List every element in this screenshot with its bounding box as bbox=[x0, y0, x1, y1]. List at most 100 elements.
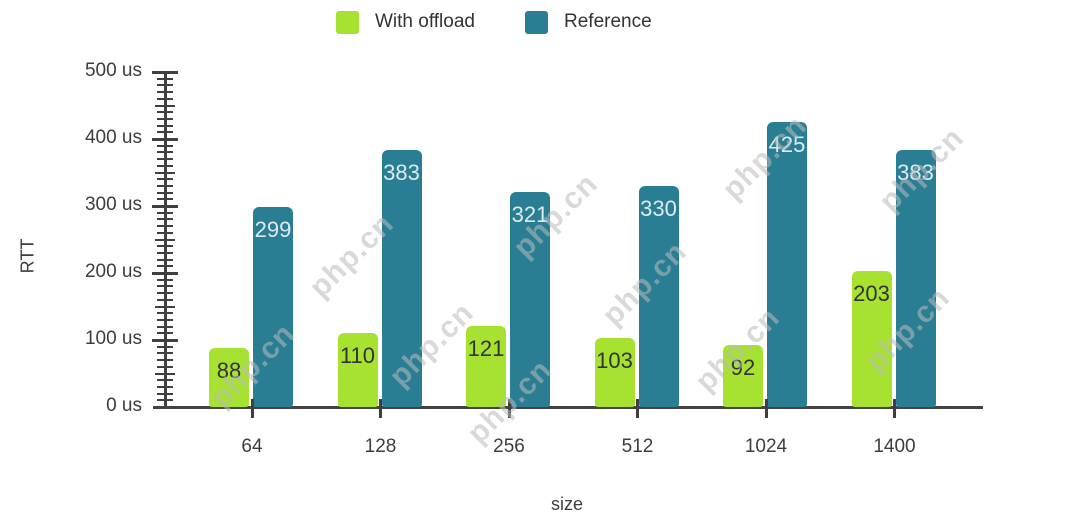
x-axis-title: size bbox=[550, 494, 584, 514]
bar-value-reference-128: 383 bbox=[383, 160, 420, 185]
bar-with-offload-512 bbox=[594, 338, 635, 407]
y-mid-tick bbox=[155, 171, 175, 174]
y-minor-tick bbox=[157, 278, 173, 281]
bar-reference-1024 bbox=[767, 122, 807, 407]
x-tick-label-1024: 1024 bbox=[744, 436, 788, 457]
y-major-tick bbox=[152, 271, 178, 275]
y-minor-tick bbox=[157, 158, 173, 161]
bar-value-with-offload-512: 103 bbox=[596, 348, 633, 373]
y-major-tick bbox=[152, 204, 178, 208]
bar-reference-1400 bbox=[895, 150, 936, 407]
legend-swatch-reference-icon bbox=[525, 10, 548, 34]
bar-value-with-offload-1024: 92 bbox=[730, 355, 756, 380]
bar-with-offload-1024 bbox=[723, 345, 763, 407]
y-tick-label-100: 100 us bbox=[84, 328, 142, 349]
y-minor-tick bbox=[157, 312, 173, 315]
y-minor-tick bbox=[157, 178, 173, 181]
y-minor-tick bbox=[157, 365, 173, 368]
y-mid-tick bbox=[155, 372, 175, 375]
bar-value-reference-256: 321 bbox=[511, 202, 549, 227]
x-tick-256 bbox=[507, 399, 511, 418]
x-tick-128 bbox=[379, 399, 382, 418]
bar-value-with-offload-128: 110 bbox=[339, 343, 376, 368]
y-minor-tick bbox=[157, 144, 173, 147]
bar-value-reference-64: 299 bbox=[254, 217, 292, 242]
y-minor-tick bbox=[157, 399, 173, 402]
y-minor-tick bbox=[157, 198, 173, 201]
x-tick-label-1400: 1400 bbox=[873, 436, 916, 457]
y-minor-tick bbox=[157, 151, 173, 154]
y-minor-tick bbox=[157, 77, 173, 80]
y-minor-tick bbox=[157, 258, 173, 261]
bar-with-offload-1400 bbox=[851, 271, 892, 407]
y-mid-tick bbox=[155, 238, 175, 241]
y-minor-tick bbox=[157, 325, 173, 328]
y-minor-tick bbox=[157, 164, 173, 167]
x-tick-label-512: 512 bbox=[621, 436, 654, 457]
bar-with-offload-128 bbox=[337, 333, 378, 407]
x-tick-label-128: 128 bbox=[364, 436, 397, 457]
y-tick-label-200: 200 us bbox=[84, 261, 142, 282]
y-minor-tick bbox=[157, 131, 173, 134]
legend-item-reference: Reference bbox=[525, 10, 652, 34]
y-tick-label-500: 500 us bbox=[84, 60, 142, 81]
bar-value-reference-1400: 383 bbox=[897, 160, 934, 185]
y-minor-tick bbox=[157, 318, 173, 321]
bar-reference-128 bbox=[381, 150, 422, 407]
y-mid-tick bbox=[155, 305, 175, 308]
x-tick-label-256: 256 bbox=[493, 436, 525, 457]
y-minor-tick bbox=[157, 332, 173, 335]
y-mid-tick bbox=[155, 104, 175, 107]
legend-label-with-offload: With offload bbox=[375, 11, 475, 32]
y-minor-tick bbox=[157, 359, 173, 362]
legend-item-with-offload: With offload bbox=[336, 10, 475, 34]
bar-value-reference-1024: 425 bbox=[768, 132, 806, 157]
x-tick-64 bbox=[250, 399, 254, 418]
y-minor-tick bbox=[157, 292, 173, 295]
y-minor-tick bbox=[157, 84, 173, 87]
y-minor-tick bbox=[157, 191, 173, 194]
y-tick-label-0: 0 us bbox=[106, 395, 142, 416]
y-minor-tick bbox=[157, 245, 173, 248]
bar-value-reference-512: 330 bbox=[640, 196, 677, 221]
y-minor-tick bbox=[157, 97, 173, 100]
bar-with-offload-256 bbox=[466, 326, 506, 407]
y-minor-tick bbox=[157, 298, 173, 301]
x-tick-label-64: 64 bbox=[241, 436, 263, 457]
y-minor-tick bbox=[157, 251, 173, 254]
y-minor-tick bbox=[157, 231, 173, 234]
legend-swatch-with-offload-icon bbox=[336, 10, 359, 34]
y-major-tick bbox=[152, 338, 178, 342]
y-minor-tick bbox=[157, 379, 173, 382]
y-minor-tick bbox=[157, 124, 173, 127]
x-tick-1400 bbox=[893, 399, 896, 418]
x-tick-512 bbox=[636, 399, 639, 418]
y-minor-tick bbox=[157, 385, 173, 388]
y-minor-tick bbox=[157, 111, 173, 114]
y-minor-tick bbox=[157, 91, 173, 94]
y-minor-tick bbox=[157, 218, 173, 221]
y-minor-tick bbox=[157, 285, 173, 288]
y-major-tick bbox=[152, 70, 178, 74]
y-axis-title: RTT bbox=[17, 238, 38, 274]
x-axis-line bbox=[153, 406, 983, 409]
bar-reference-256 bbox=[510, 192, 550, 407]
bar-value-with-offload-256: 121 bbox=[467, 336, 505, 361]
y-tick-label-400: 400 us bbox=[84, 127, 142, 148]
y-minor-tick bbox=[157, 225, 173, 228]
bar-value-with-offload-1400: 203 bbox=[853, 281, 890, 306]
x-tick-1024 bbox=[764, 399, 768, 418]
bar-reference-512 bbox=[638, 186, 679, 407]
y-minor-tick bbox=[157, 184, 173, 187]
y-minor-tick bbox=[157, 392, 173, 395]
y-major-tick bbox=[152, 137, 178, 141]
y-minor-tick bbox=[157, 117, 173, 120]
y-minor-tick bbox=[157, 352, 173, 355]
y-minor-tick bbox=[157, 265, 173, 268]
bar-with-offload-64 bbox=[209, 348, 249, 407]
bar-value-with-offload-64: 88 bbox=[216, 358, 242, 383]
legend-label-reference: Reference bbox=[564, 11, 652, 32]
bar-reference-64 bbox=[253, 207, 293, 407]
y-tick-label-300: 300 us bbox=[84, 194, 142, 215]
